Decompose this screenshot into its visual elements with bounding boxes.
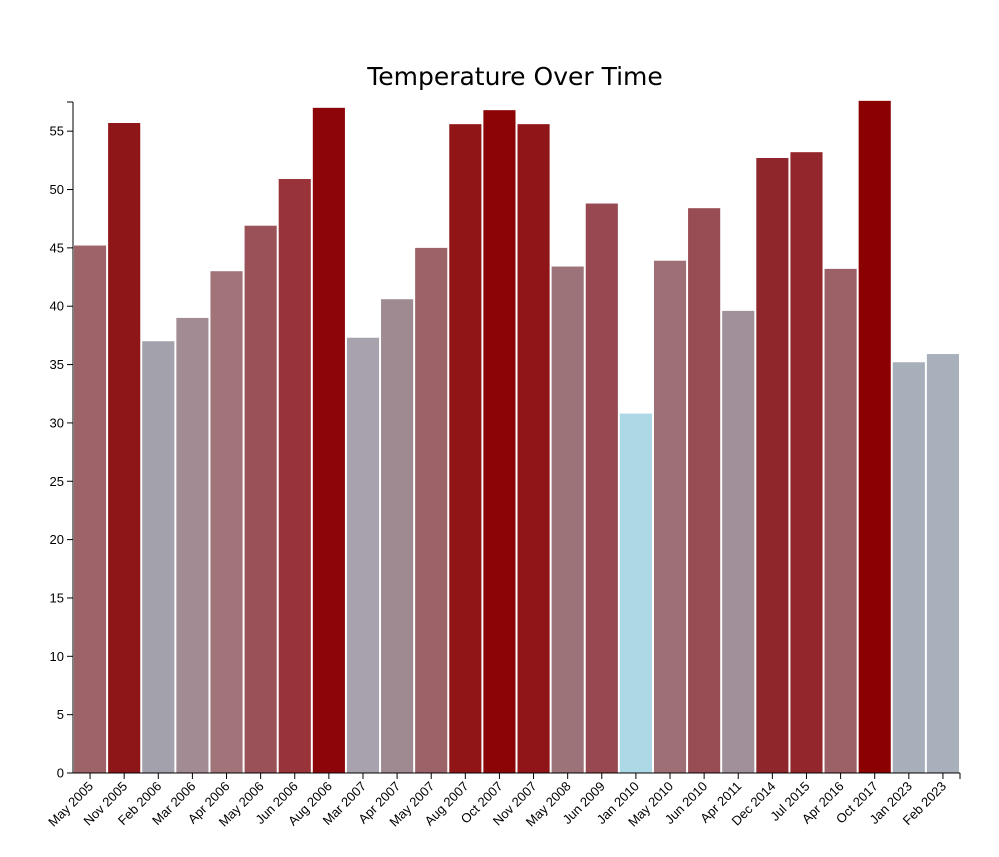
y-tick-label: 40 [50,299,64,314]
y-tick-label: 30 [50,415,64,430]
bar-apr-2007 [381,299,414,773]
bar-jul-2015 [790,152,823,773]
bar-may-2008 [551,266,584,773]
bars-group [74,100,959,774]
bar-nov-2007 [517,124,550,774]
bar-mar-2007 [346,337,380,773]
bar-jun-2006 [278,179,311,773]
y-axis: 0 5 10 15 20 25 30 35 40 45 50 55 [50,101,74,781]
y-tick-label: 15 [50,590,64,605]
bar-jun-2009 [585,203,618,773]
y-tick-label: 20 [50,532,64,547]
bar-apr-2006 [210,271,243,773]
bar-apr-2011 [722,310,755,773]
bar-feb-2023 [926,354,959,773]
bar-aug-2007 [449,124,482,774]
bar-feb-2006 [142,341,175,773]
y-tick-label: 10 [50,649,64,664]
bar-oct-2017 [858,100,891,773]
bar-may-2010 [653,260,687,774]
bar-mar-2006 [176,317,209,773]
y-tick-label: 25 [50,474,64,489]
y-tick-label: 55 [50,124,64,139]
bar-may-2005 [74,245,107,774]
bar-oct-2007 [483,110,516,774]
y-tick-label: 45 [50,240,64,255]
bar-jan-2010 [619,413,652,773]
bar-jun-2010 [688,208,721,773]
bar-may-2007 [415,247,448,773]
bar-nov-2005 [108,123,141,773]
bar-jan-2023 [892,362,925,773]
bar-apr-2016 [824,268,857,773]
y-tick-label: 35 [50,357,64,372]
y-tick-label: 5 [57,707,64,722]
chart-title: Temperature Over Time [366,62,663,91]
y-tick-label: 50 [50,182,64,197]
bar-dec-2014 [756,158,789,773]
y-tick-label: 0 [57,766,64,781]
bar-may-2006 [244,225,277,773]
bar-aug-2006 [312,107,345,773]
